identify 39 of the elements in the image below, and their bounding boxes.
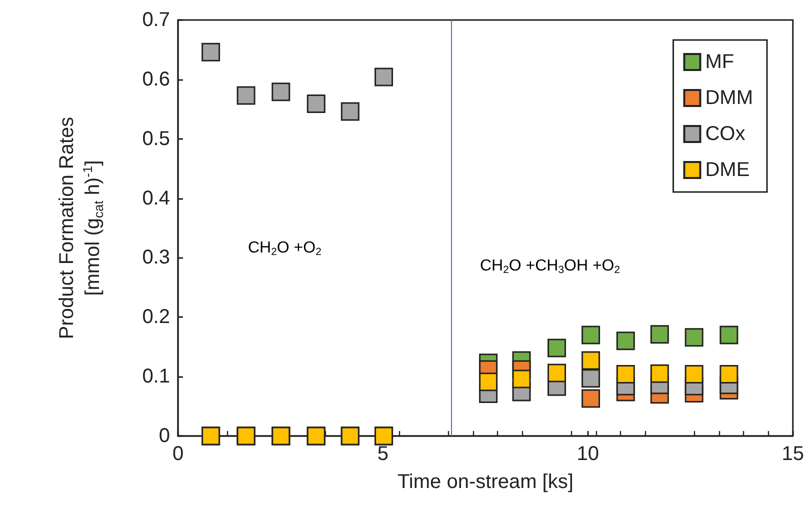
point: [650, 364, 669, 383]
legend-label: MF: [705, 51, 734, 73]
point: [272, 82, 290, 102]
point: [582, 326, 600, 344]
point: [548, 364, 566, 382]
y-tick-label: 0.5: [142, 128, 170, 150]
point: [616, 364, 635, 384]
point: [236, 86, 256, 105]
point: [202, 42, 220, 62]
point: [684, 364, 704, 384]
x-tick-label: 15: [782, 443, 804, 465]
point: [374, 68, 394, 86]
point: [616, 332, 635, 350]
point: [306, 94, 326, 114]
point: [479, 372, 498, 392]
x-tick-label: 0: [172, 443, 184, 465]
point: [582, 369, 600, 388]
x-axis-title: Time on-stream [ks]: [397, 470, 574, 493]
x-tick-label: 10: [576, 443, 600, 465]
legend-label: COx: [705, 123, 746, 145]
point: [684, 328, 704, 347]
y-tick-label: 0.4: [142, 187, 170, 210]
point: [650, 325, 669, 344]
legend-label: DME: [705, 159, 750, 181]
point: [512, 370, 531, 388]
y-tick-label: 0: [158, 425, 170, 447]
y-tick-label: 0.6: [142, 68, 170, 90]
point: [582, 351, 600, 370]
x-tick-label: 5: [377, 443, 389, 465]
y-tick-label: 0.2: [142, 306, 170, 328]
y-tick-label: 0.7: [142, 9, 170, 31]
point: [720, 364, 738, 384]
y-tick-label: 0.3: [142, 246, 170, 269]
point: [340, 102, 360, 121]
point: [720, 326, 738, 344]
point: [582, 389, 600, 408]
legend-label: DMM: [705, 87, 753, 109]
point: [548, 338, 566, 358]
y-tick-label: 0.1: [142, 366, 170, 388]
